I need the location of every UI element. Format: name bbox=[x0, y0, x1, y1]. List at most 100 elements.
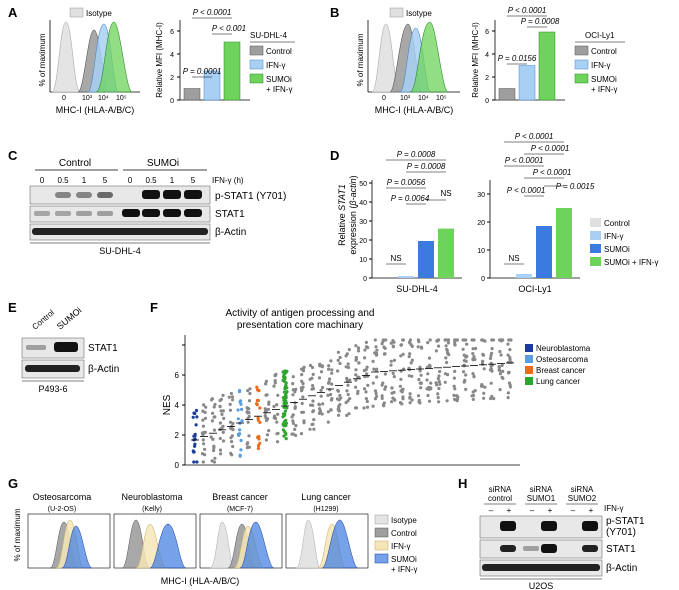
svg-text:0: 0 bbox=[175, 461, 180, 470]
nes-dot bbox=[245, 442, 249, 446]
svg-text:(U-2-OS): (U-2-OS) bbox=[48, 506, 76, 513]
nes-dot bbox=[256, 388, 260, 392]
nes-dot bbox=[492, 397, 496, 401]
nes-dot bbox=[221, 393, 225, 397]
isotype-legend: Isotype bbox=[86, 9, 112, 18]
nes-dot bbox=[202, 403, 206, 407]
svg-text:10³: 10³ bbox=[82, 95, 93, 102]
nes-dot bbox=[210, 419, 214, 423]
nes-dot bbox=[321, 385, 325, 390]
svg-text:(Y701): (Y701) bbox=[606, 527, 636, 538]
nes-dot bbox=[362, 368, 366, 373]
nes-dot bbox=[348, 397, 352, 401]
nes-dot bbox=[222, 416, 226, 420]
nes-dot bbox=[291, 393, 295, 397]
nes-dot bbox=[462, 370, 466, 374]
nes-dot bbox=[346, 399, 350, 403]
nes-dot bbox=[371, 381, 375, 385]
nes-dot bbox=[301, 395, 305, 399]
nes-dot bbox=[497, 368, 501, 372]
nes-dot bbox=[354, 385, 358, 389]
nes-dot bbox=[453, 342, 457, 346]
nes-dot bbox=[345, 378, 349, 382]
nes-dot bbox=[471, 357, 475, 361]
nes-dot bbox=[293, 405, 297, 409]
nes-dot bbox=[437, 374, 441, 378]
svg-text:0: 0 bbox=[481, 276, 485, 283]
nes-dot bbox=[471, 347, 475, 351]
svg-text:0: 0 bbox=[170, 98, 174, 105]
nes-dot bbox=[446, 338, 451, 342]
nes-dot bbox=[464, 355, 468, 359]
nes-dot bbox=[452, 376, 456, 380]
nes-dot bbox=[258, 420, 262, 424]
nes-dot bbox=[212, 448, 216, 453]
nes-dot bbox=[399, 377, 403, 381]
nes-dot bbox=[366, 346, 370, 350]
nes-dot bbox=[389, 359, 393, 363]
nes-dot bbox=[263, 410, 267, 414]
nes-dot bbox=[497, 365, 501, 369]
nes-dot bbox=[490, 369, 494, 373]
nes-dot bbox=[445, 399, 449, 403]
nes-dot bbox=[401, 395, 405, 399]
nes-dot bbox=[371, 404, 375, 408]
nes-dot bbox=[489, 381, 493, 385]
nes-dot bbox=[383, 372, 387, 376]
nes-dot bbox=[426, 372, 430, 376]
panel-a-xlabel: MHC-I (HLA-A/B/C) bbox=[56, 105, 135, 115]
nes-dot bbox=[338, 361, 342, 366]
nes-dot bbox=[354, 406, 358, 410]
nes-dot bbox=[436, 392, 440, 396]
nes-dot bbox=[301, 381, 305, 386]
nes-dot bbox=[416, 394, 421, 398]
nes-dot bbox=[436, 338, 440, 342]
svg-text:Control: Control bbox=[591, 47, 617, 56]
panel-e-blot: Control SUMOi STAT1 β-Actin P493-6 bbox=[21, 305, 119, 394]
nes-dot bbox=[201, 409, 205, 413]
panel-label-b: B bbox=[330, 5, 340, 20]
svg-text:5: 5 bbox=[191, 176, 196, 185]
nes-dot bbox=[390, 400, 394, 404]
nes-dot bbox=[330, 397, 334, 401]
nes-dot bbox=[392, 397, 396, 401]
nes-dot bbox=[508, 357, 512, 361]
nes-dot bbox=[374, 391, 378, 396]
nes-dot bbox=[498, 388, 502, 392]
nes-dot bbox=[200, 452, 205, 456]
nes-dot bbox=[312, 427, 316, 431]
nes-dot bbox=[437, 380, 441, 384]
nes-dot bbox=[356, 349, 361, 353]
svg-text:0: 0 bbox=[62, 95, 66, 102]
nes-dot bbox=[275, 432, 279, 436]
svg-text:Neuroblastoma: Neuroblastoma bbox=[121, 492, 182, 502]
nes-dot bbox=[453, 369, 457, 373]
nes-dot bbox=[213, 402, 217, 407]
nes-dot bbox=[428, 363, 432, 367]
nes-dot bbox=[336, 369, 340, 373]
svg-text:0: 0 bbox=[40, 176, 45, 185]
nes-dot bbox=[410, 398, 414, 402]
svg-text:IFN-γ: IFN-γ bbox=[591, 61, 611, 70]
svg-text:STAT1: STAT1 bbox=[606, 544, 636, 555]
nes-dot bbox=[399, 343, 404, 347]
nes-dot bbox=[381, 338, 385, 342]
nes-dot bbox=[290, 432, 294, 436]
nes-dot bbox=[383, 352, 387, 356]
nes-dot bbox=[375, 348, 379, 352]
svg-text:50: 50 bbox=[359, 181, 367, 188]
nes-dot bbox=[317, 411, 322, 415]
bar-sumoi-ifn bbox=[223, 41, 241, 101]
nes-dot bbox=[231, 428, 235, 432]
nes-dot bbox=[300, 401, 304, 406]
nes-dot bbox=[284, 418, 288, 422]
nes-dot bbox=[266, 407, 271, 411]
nes-dot bbox=[285, 390, 289, 394]
panel-a-bars: 0 2 4 6 Relative MFI (MHC-I) P = 0.0001 … bbox=[155, 8, 295, 105]
svg-text:STAT1: STAT1 bbox=[88, 343, 118, 354]
nes-dot bbox=[357, 361, 361, 365]
nes-dot bbox=[336, 358, 340, 362]
svg-text:–: – bbox=[571, 506, 576, 515]
nes-dot bbox=[410, 358, 414, 362]
nes-dot bbox=[275, 403, 279, 407]
